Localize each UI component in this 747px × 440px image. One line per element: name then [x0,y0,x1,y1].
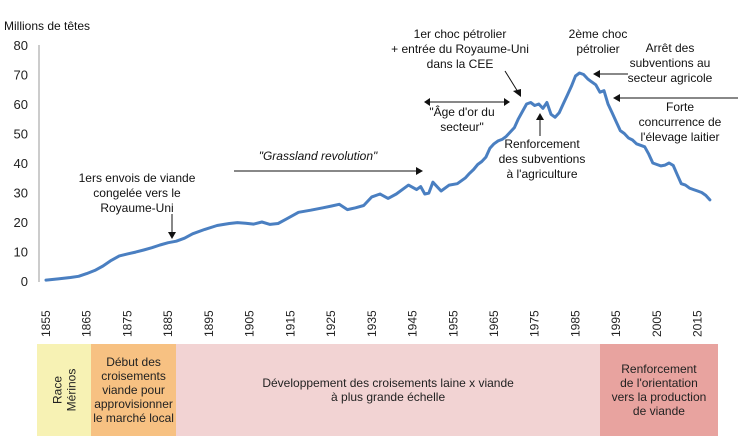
x-tick-label: 2015 [691,310,705,337]
annotation-line: pétrolier [576,42,619,56]
annotation-line: Arrêt des [646,41,695,55]
annotation-subsidies-up: Renforcement des subventions à l'agricul… [499,113,586,181]
timeline-band-label: Race Mérinos [49,368,78,412]
annotation-line: congelée vers le [93,186,181,200]
x-tick-label: 1995 [609,310,623,337]
x-tick-label: 2005 [650,310,664,337]
annotation-line: des subventions [499,152,586,166]
annotation-line: subventions au [630,56,711,70]
x-tick-label: 1975 [528,310,542,337]
sheep-population-chart: Millions de têtes 0 10 20 30 40 50 60 70 80 1855… [4,19,738,337]
arrowhead [513,89,521,97]
x-tick-label: 1855 [39,310,53,337]
annotation-line: concurrence de [639,115,722,129]
annotation-dairy: Forte concurrence de l'élevage laitier [613,94,738,144]
x-tick-label: 1895 [202,310,216,337]
timeline-band-label: Début des croisements viande pour approv… [93,355,174,425]
y-tick-label: 10 [14,245,28,260]
y-tick-label: 30 [14,186,28,201]
x-tick-label: 1875 [120,310,134,337]
annotation-golden-age: "Âge d'or du secteur" [424,98,510,134]
y-tick-label: 80 [14,38,28,53]
x-tick-label: 1925 [324,310,338,337]
annotation-refrigerated: 1ers envois de viande congelée vers le R… [79,171,196,239]
arrowhead [168,232,176,239]
arrow [504,70,519,93]
annotation-line: 1ers envois de viande [79,171,196,185]
svg-text:1ers envois de viande: 1ers envois de viande [79,171,196,185]
x-tick-label: 1965 [487,310,501,337]
series-line [44,71,712,282]
annotation-line: + entrée du Royaume-Uni [391,42,529,56]
annotation-line: l'élevage laitier [640,130,719,144]
arrowhead [613,94,620,102]
y-tick-label: 70 [14,68,28,83]
arrowhead [536,113,544,120]
timeline-band: Renforcement de l'orientation vers la pr… [599,344,718,436]
annotation-line: secteur agricole [628,71,713,85]
x-tick-label: 1905 [243,310,257,337]
y-tick-label: 60 [14,97,28,112]
y-tick-label: 0 [21,274,28,289]
annotation-line: Forte [666,100,694,114]
annotation-line: dans la CEE [427,57,494,71]
timeline-band: Développement des croisements laine x vi… [176,344,600,436]
x-tick-label: 1945 [406,310,420,337]
annotation-line: 1er choc pétrolier [414,27,507,41]
arrowhead [593,70,600,78]
y-tick-label: 40 [14,156,28,171]
annotation-line: secteur" [440,120,484,134]
svg-text:Royaume-Uni: Royaume-Uni [100,201,173,215]
x-ticks: 1855 1865 1875 1885 1895 1905 1915 1925 1935 1945… [39,310,705,337]
x-tick-label: 1865 [80,310,94,337]
annotation-line: "Âge d'or du [429,104,494,119]
x-tick-label: 1915 [283,310,297,337]
x-tick-label: 1885 [161,310,175,337]
annotation-grassland: "Grassland revolution" [234,149,423,175]
svg-text:congelée vers le: congelée vers le [93,186,181,200]
annotation-line: à l'agriculture [507,167,578,181]
x-tick-label: 1935 [365,310,379,337]
y-tick-label: 50 [14,127,28,142]
timeline-band: Race Mérinos [37,344,91,436]
annotation-oil2: 2ème choc pétrolier [569,27,628,56]
annotation-line: 2ème choc [569,27,628,41]
annotation-line: Royaume-Uni [100,201,173,215]
y-ticks: 0 10 20 30 40 50 60 70 80 [14,38,28,289]
y-tick-label: 20 [14,215,28,230]
timeline-band-label: Développement des croisements laine x vi… [262,376,514,404]
timeline-band: Début des croisements viande pour approv… [90,344,177,436]
x-tick-label: 1985 [568,310,582,337]
x-tick-label: 1955 [446,310,460,337]
arrowhead [416,167,423,175]
arrowhead [504,98,510,106]
timeline-band-label: Renforcement de l'orientation vers la pr… [611,362,707,418]
annotation-line: Renforcement [504,137,580,151]
annotation-line: "Grassland revolution" [259,149,378,163]
arrowhead [424,98,430,106]
annotation-oil1: 1er choc pétrolier + entrée du Royaume-U… [391,27,529,97]
y-axis-label: Millions de têtes [4,19,90,33]
annotation-subsidies-stop: Arrêt des subventions au secteur agricol… [593,41,713,85]
